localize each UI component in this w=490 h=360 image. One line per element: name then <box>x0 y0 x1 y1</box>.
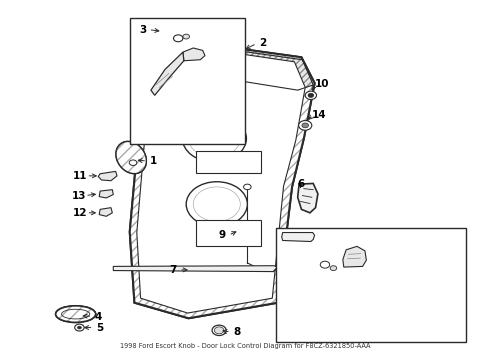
Text: 11: 11 <box>73 171 88 181</box>
Bar <box>196 220 262 246</box>
Circle shape <box>330 266 337 271</box>
Text: 4: 4 <box>95 311 102 321</box>
Text: 12: 12 <box>73 208 88 218</box>
Circle shape <box>302 123 309 128</box>
Ellipse shape <box>56 306 96 323</box>
Polygon shape <box>99 208 112 216</box>
Polygon shape <box>137 45 305 313</box>
Circle shape <box>320 261 330 268</box>
Circle shape <box>215 327 224 334</box>
Circle shape <box>305 91 317 99</box>
Text: 7: 7 <box>170 265 177 275</box>
Text: 9: 9 <box>219 230 226 240</box>
Circle shape <box>182 115 246 162</box>
Circle shape <box>186 182 247 227</box>
Polygon shape <box>130 40 315 318</box>
Polygon shape <box>130 40 315 318</box>
Text: 3: 3 <box>139 25 146 35</box>
Ellipse shape <box>116 141 147 174</box>
Ellipse shape <box>212 325 226 336</box>
Ellipse shape <box>56 306 96 323</box>
Polygon shape <box>151 52 184 95</box>
Circle shape <box>74 324 84 331</box>
Text: 5: 5 <box>96 323 103 333</box>
Polygon shape <box>113 266 277 271</box>
Text: 10: 10 <box>315 79 329 89</box>
Circle shape <box>173 35 183 42</box>
Circle shape <box>244 184 251 190</box>
Text: 2: 2 <box>259 39 267 49</box>
Ellipse shape <box>116 141 147 174</box>
Text: 6: 6 <box>297 179 304 189</box>
Circle shape <box>308 93 314 98</box>
Bar <box>196 150 262 173</box>
Text: 1998 Ford Escort Knob - Door Lock Control Diagram for F8CZ-6321850-AAA: 1998 Ford Escort Knob - Door Lock Contro… <box>120 343 370 348</box>
Circle shape <box>77 326 81 329</box>
Polygon shape <box>99 190 113 198</box>
Text: 13: 13 <box>72 190 86 201</box>
Text: 8: 8 <box>233 327 241 337</box>
Text: 1: 1 <box>149 156 157 166</box>
Polygon shape <box>98 171 117 181</box>
Circle shape <box>183 34 190 39</box>
Circle shape <box>298 121 312 130</box>
Polygon shape <box>343 246 367 267</box>
Text: 14: 14 <box>312 110 327 120</box>
Bar <box>275 228 466 342</box>
Polygon shape <box>183 48 205 61</box>
Bar <box>130 18 245 144</box>
Polygon shape <box>148 42 313 90</box>
Polygon shape <box>298 184 318 213</box>
Polygon shape <box>282 233 315 242</box>
Circle shape <box>129 160 137 166</box>
